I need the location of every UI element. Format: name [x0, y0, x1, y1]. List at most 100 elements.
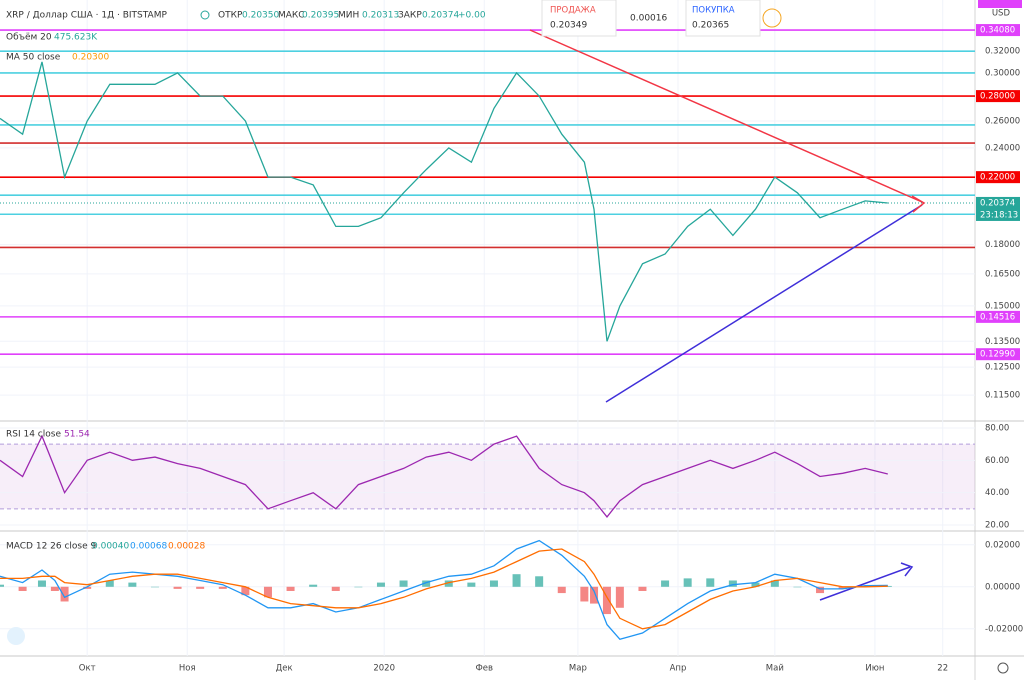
trend-line	[819, 566, 911, 601]
volume-label: Объём 20	[6, 33, 52, 43]
histogram-bar	[83, 586, 92, 589]
series-line	[0, 548, 888, 630]
buy-label: ПОКУПКА	[692, 6, 735, 16]
buy-button[interactable]	[685, 0, 761, 37]
y-tick-label: 60.00	[985, 456, 1009, 466]
level-label-box	[976, 90, 1020, 103]
histogram-bar	[150, 586, 159, 588]
y-tick-label: 0.26000	[985, 117, 1020, 127]
ma-value: 0.20300	[72, 53, 109, 63]
y-tick-label: 0.12500	[985, 363, 1020, 373]
logo-button[interactable]	[7, 627, 25, 645]
time-axis: Окт Ноя Дек 2020 Фев Мар Апр Май Июн 22	[79, 0, 948, 674]
indicator-value: 51.54	[64, 430, 90, 440]
series-line	[0, 434, 888, 518]
level-label: 0.28000	[980, 92, 1015, 102]
histogram-bar	[422, 580, 431, 587]
histogram-bar	[580, 586, 589, 602]
level-label-box	[976, 24, 1020, 37]
histogram-bar	[444, 580, 453, 587]
indicator-title: RSI 14 close	[6, 430, 61, 440]
histogram-bar	[602, 586, 611, 615]
level-label: 0.14516	[980, 312, 1015, 322]
histogram-bar	[728, 580, 737, 587]
y-tick-label: 0.18000	[985, 240, 1020, 250]
histogram-bar	[683, 578, 692, 587]
ohlc-label: ЗАКР	[398, 11, 422, 21]
rsi-band	[0, 444, 975, 509]
trend-line	[605, 204, 923, 403]
trend-line	[529, 29, 923, 203]
x-tick-label: 2020	[373, 664, 395, 674]
histogram-bar	[638, 586, 647, 591]
histogram-bar	[286, 586, 295, 591]
histogram-bar	[557, 586, 566, 594]
y-tick-label: 0.16500	[985, 269, 1020, 279]
y-tick-label: 0.02000	[985, 540, 1020, 550]
x-tick-label: Окт	[79, 664, 96, 674]
level-label: 0.12990	[980, 350, 1015, 360]
histogram-bar	[50, 586, 59, 591]
y-tick-label: -0.02000	[985, 624, 1023, 634]
histogram-bar	[770, 580, 779, 587]
histogram-bar	[793, 586, 802, 588]
top-label	[978, 0, 1022, 8]
histogram-bar	[331, 586, 340, 591]
arrow-head	[900, 562, 914, 577]
level-label: 0.34080	[980, 26, 1015, 36]
ohlc-value: 0.20374	[422, 11, 459, 21]
indicator-value: 0.00068	[130, 542, 167, 552]
histogram-bar	[512, 574, 521, 587]
histogram-bar	[489, 580, 498, 587]
settings-button[interactable]	[997, 662, 1009, 674]
x-tick-label: Мар	[569, 664, 587, 674]
ohlc-label: МИН	[338, 11, 359, 21]
rsi-pane: 80.00 60.00 40.00 20.00 RSI 14 close 51.54	[0, 423, 1009, 530]
histogram-bar	[706, 578, 715, 587]
x-tick-label: Июн	[865, 664, 884, 674]
change: +0.00	[458, 11, 486, 21]
histogram-bar	[60, 586, 69, 602]
info-button[interactable]	[762, 8, 782, 28]
ohlc-label: МАКС	[278, 11, 305, 21]
y-tick-label: 0.30000	[985, 68, 1020, 78]
histogram-bar	[883, 585, 892, 587]
y-tick-label: 0.11500	[985, 391, 1020, 401]
sell-label: ПРОДАЖА	[550, 6, 596, 16]
level-label-box	[976, 171, 1020, 184]
histogram-bar	[263, 586, 272, 598]
histogram-bar	[751, 582, 760, 587]
ma-label: MA 50 close	[6, 53, 61, 63]
macd-pane: 0.02000 0.00000 -0.02000 MACD 12 26 close 9…	[0, 539, 1023, 641]
x-tick-label: Май	[766, 664, 784, 674]
spread: 0.00016	[630, 14, 667, 24]
histogram-bar	[399, 580, 408, 587]
status-dot	[200, 10, 210, 20]
level-label-box	[976, 310, 1020, 323]
currency: USD	[992, 9, 1011, 19]
main-pane: 0.32000 0.30000 0.26000 0.24000 0.18000 0.165…	[0, 24, 1020, 401]
y-tick-label: 0.32000	[985, 47, 1020, 57]
series-line	[0, 539, 888, 641]
y-tick-label: 40.00	[985, 488, 1009, 498]
histogram-bar	[18, 586, 27, 591]
histogram-bar	[615, 586, 624, 608]
histogram-bar	[535, 576, 544, 587]
indicator-title: MACD 12 26 close 9	[6, 542, 97, 552]
y-tick-label: 0.24000	[985, 143, 1020, 153]
sell-button[interactable]	[541, 0, 617, 37]
histogram-bar	[196, 586, 205, 589]
indicator-value: 0.00028	[168, 542, 205, 552]
series-line	[0, 61, 888, 342]
ohlc-value: 0.20313	[362, 11, 399, 21]
volume-value: 475.623K	[54, 33, 98, 43]
y-tick-label: 80.00	[985, 423, 1009, 433]
histogram-bar	[128, 582, 137, 587]
countdown: 23:18:13	[980, 210, 1018, 220]
histogram-bar	[105, 580, 114, 587]
ohlc-label: ОТКР	[218, 11, 243, 21]
